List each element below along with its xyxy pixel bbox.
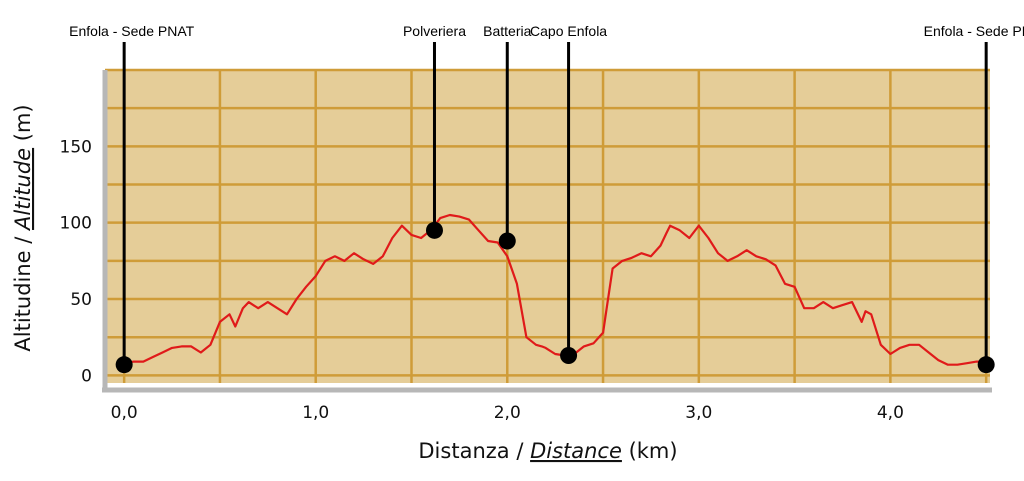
poi-marker bbox=[977, 356, 995, 374]
y-tick-label: 0 bbox=[81, 366, 92, 386]
y-axis-title-unit: (m) bbox=[11, 104, 35, 148]
poi-label: Enfola - Sede PNAT bbox=[69, 23, 194, 39]
x-tick-label: 4,0 bbox=[877, 403, 904, 423]
poi-label-part: Batteria bbox=[483, 23, 531, 39]
y-axis-title: Altitudine / Altitude (m) bbox=[11, 104, 35, 351]
poi-label: Enfola - Sede PNAT bbox=[924, 23, 1024, 39]
x-axis-title-unit: (km) bbox=[622, 439, 678, 463]
poi-marker bbox=[560, 347, 578, 365]
poi-labels: Enfola - Sede PNAT Polveriera BatteriaCapo… bbox=[69, 23, 1024, 39]
y-tick-label: 150 bbox=[60, 137, 92, 157]
poi-lines bbox=[122, 42, 988, 365]
poi-label-part: Enfola bbox=[567, 23, 607, 39]
y-tick-labels: 0 50 100 150 bbox=[60, 137, 92, 386]
x-tick-label: 2,0 bbox=[494, 403, 521, 423]
y-tick-label: 50 bbox=[70, 290, 92, 310]
poi-label: Capo Enfola bbox=[530, 23, 607, 39]
x-tick-label: 0,0 bbox=[111, 403, 138, 423]
x-tick-label: 1,0 bbox=[302, 403, 329, 423]
plot-panel bbox=[105, 70, 990, 383]
x-tick-labels: 0,0 1,0 2,0 3,0 4,0 bbox=[111, 403, 904, 423]
poi-label-part: - Sede PNAT bbox=[109, 23, 195, 39]
poi-label: Batteria bbox=[483, 23, 531, 39]
poi-label-part: Capo bbox=[530, 23, 567, 39]
x-tick-label: 3,0 bbox=[685, 403, 712, 423]
poi-label-part: Polveriera bbox=[403, 23, 466, 39]
poi-label-part: Enfola bbox=[924, 23, 964, 39]
poi-label-part: Enfola bbox=[69, 23, 109, 39]
poi-label: Polveriera bbox=[403, 23, 466, 39]
poi-marker bbox=[115, 356, 133, 374]
axes bbox=[102, 70, 992, 393]
y-axis-title-plain: Altitudine / bbox=[11, 230, 35, 352]
poi-marker bbox=[425, 221, 443, 239]
x-axis-title: Distanza / Distance (km) bbox=[418, 439, 677, 463]
y-tick-label: 100 bbox=[60, 214, 92, 234]
elevation-line bbox=[124, 213, 987, 366]
poi-label-part: - Sede PNAT bbox=[963, 23, 1024, 39]
x-axis-title-italic: Distance bbox=[530, 439, 622, 463]
poi-markers bbox=[115, 221, 995, 374]
poi-marker bbox=[498, 232, 516, 250]
x-axis-title-plain: Distanza / bbox=[418, 439, 530, 463]
y-axis-title-italic: Altitude bbox=[11, 148, 35, 232]
